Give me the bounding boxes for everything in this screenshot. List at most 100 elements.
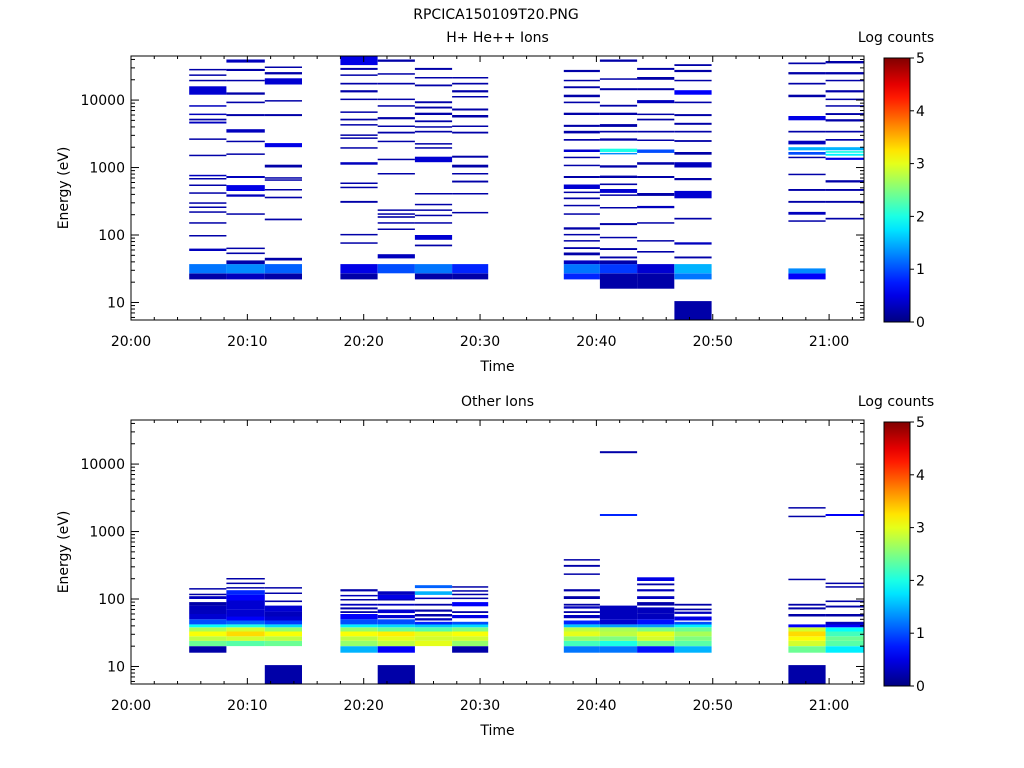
heatmap-cell (599, 88, 638, 91)
heatmap-cell (452, 627, 489, 632)
heatmap-cell (414, 84, 453, 87)
heatmap-cell (226, 194, 265, 197)
heatmap-cell (414, 585, 453, 589)
heatmap-cell (340, 603, 378, 606)
heatmap-cell (452, 586, 489, 588)
heatmap-cell (226, 590, 265, 595)
heatmap-cell (563, 252, 600, 256)
heatmap-cell (264, 624, 302, 628)
heatmap-cell (226, 600, 265, 610)
heatmap-cell (340, 67, 378, 70)
heatmap-cell (674, 114, 712, 117)
heatmap-cell (563, 240, 600, 242)
heatmap-cell (563, 596, 600, 599)
colorbar-tick-label: 5 (916, 415, 925, 431)
heatmap-cell (637, 139, 675, 141)
heatmap-cell (637, 614, 675, 620)
heatmap-cell (340, 589, 378, 592)
heatmap-cell (226, 140, 265, 143)
heatmap-cell (563, 227, 600, 230)
heatmap-cell (414, 624, 453, 628)
heatmap-cell (377, 603, 415, 606)
heatmap-cell (452, 621, 489, 625)
heatmap-cell (674, 608, 712, 611)
heatmap-cell (599, 256, 638, 259)
heatmap-cell (788, 189, 826, 191)
heatmap-cell (264, 587, 302, 589)
heatmap-cell (414, 101, 453, 104)
heatmap-cell (340, 162, 378, 165)
heatmap-cell (674, 256, 712, 259)
heatmap-cell (377, 140, 415, 143)
heatmap-cell (788, 507, 826, 509)
y-tick-label: 10000 (80, 93, 125, 109)
heatmap-cell (452, 631, 489, 637)
heatmap-cell (674, 611, 712, 614)
heatmap-cell (637, 627, 675, 632)
heatmap-cell (674, 646, 712, 653)
heatmap-cell (340, 640, 378, 647)
heatmap-cell (788, 636, 826, 641)
heatmap-cell (452, 211, 489, 214)
heatmap-cell (189, 631, 227, 637)
heatmap-cell (340, 594, 378, 597)
heatmap-cell (563, 573, 600, 575)
heatmap-cell (189, 178, 227, 180)
colorbar-tick-label: 2 (916, 209, 925, 225)
heatmap-cell (788, 665, 826, 684)
heatmap-cell (599, 183, 638, 186)
heatmap-cell (637, 602, 675, 606)
figure-title: RPCICA150109T20.PNG (413, 7, 578, 23)
heatmap-cell (825, 113, 864, 115)
heatmap-cell (599, 264, 638, 274)
heatmap-cell (452, 155, 489, 158)
heatmap-cell (599, 112, 638, 115)
heatmap-cell (264, 196, 302, 199)
heatmap-cell (414, 112, 453, 115)
heatmap-cell (825, 636, 864, 641)
heatmap-cell (788, 640, 826, 647)
y-tick-label: 10000 (80, 457, 125, 473)
heatmap-cell (414, 147, 453, 149)
heatmap-cell (264, 605, 302, 612)
x-tick-label: 20:20 (344, 334, 384, 350)
heatmap-cell (637, 646, 675, 653)
heatmap-cell (414, 193, 453, 195)
heatmap-cell (189, 202, 227, 204)
heatmap-cell (674, 273, 712, 280)
heatmap-cell (637, 264, 675, 274)
heatmap-cell (452, 640, 489, 647)
x-axis-label: Time (479, 723, 514, 739)
y-tick-label: 1000 (89, 161, 125, 177)
heatmap-cell (825, 90, 864, 93)
heatmap-cell (563, 247, 600, 249)
heatmap-cell (825, 627, 864, 632)
heatmap-cell (189, 614, 227, 620)
heatmap-cell (563, 176, 600, 178)
x-tick-label: 20:40 (576, 334, 616, 350)
heatmap-cell (226, 185, 265, 191)
heatmap-cell (674, 140, 712, 142)
x-tick-label: 20:50 (693, 698, 733, 714)
heatmap-cell (452, 624, 489, 628)
heatmap-cell (414, 614, 453, 617)
heatmap-cell (452, 264, 489, 274)
heatmap-cell (264, 636, 302, 641)
heatmap-cell (674, 627, 712, 632)
heatmap-cell (226, 247, 265, 250)
heatmap-cell (788, 173, 826, 176)
heatmap-cell (637, 636, 675, 641)
heatmap-cell (825, 151, 864, 153)
heatmap-cell (637, 193, 675, 196)
heatmap-cell (674, 636, 712, 641)
heatmap-cell (340, 200, 378, 203)
colorbar-tick-label: 2 (916, 573, 925, 589)
colorbar-tick-label: 0 (916, 679, 925, 695)
heatmap-cell (825, 646, 864, 653)
heatmap-cell (226, 260, 265, 265)
heatmap-cell (563, 130, 600, 134)
heatmap-cell (825, 153, 864, 156)
colorbar-tick-label: 3 (916, 521, 925, 537)
heatmap-cell (674, 264, 712, 274)
heatmap-cell (674, 217, 712, 220)
